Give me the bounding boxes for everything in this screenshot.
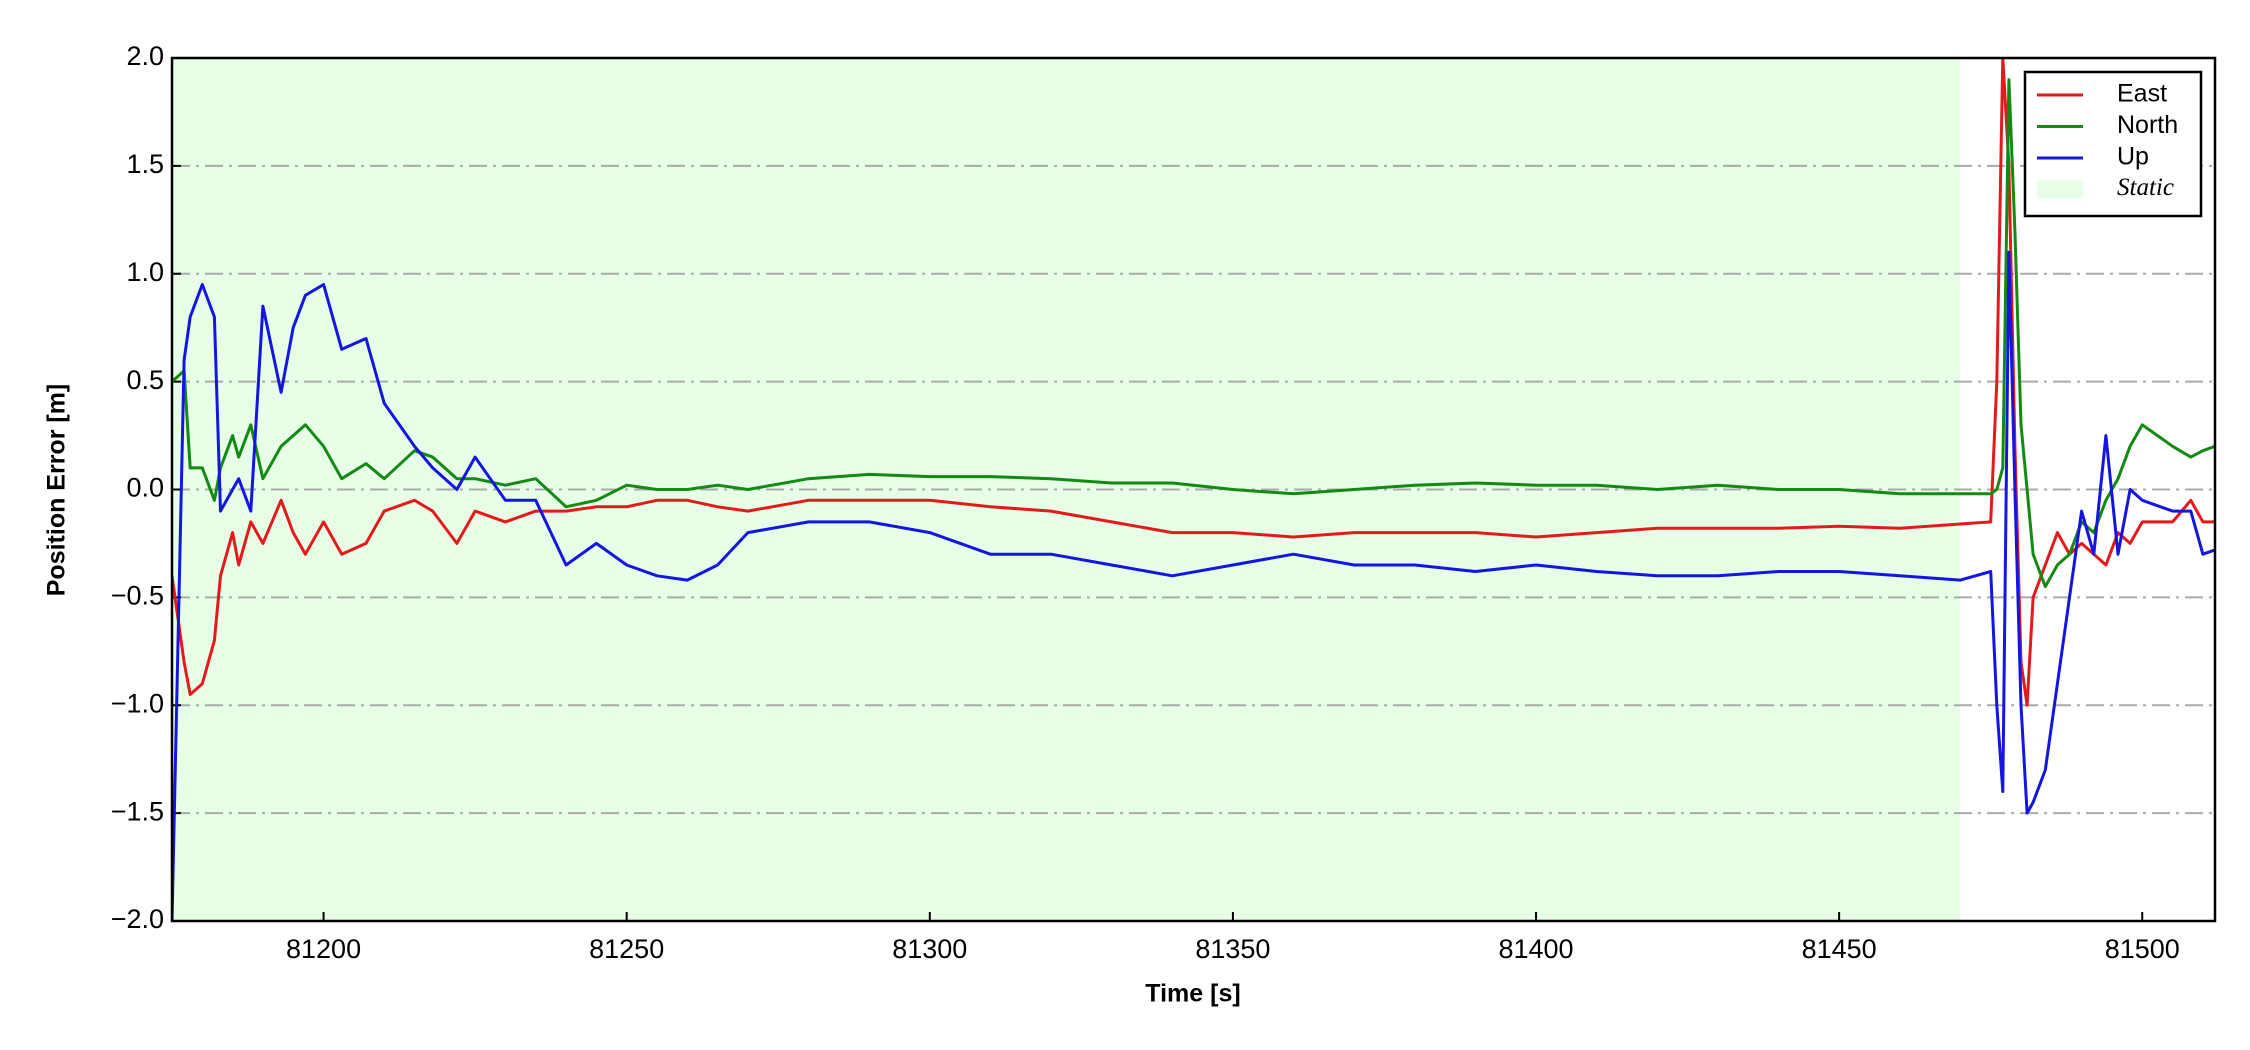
legend-swatch	[2037, 180, 2083, 199]
y-tick-label: −0.5	[111, 581, 164, 611]
series-line	[172, 58, 2215, 707]
plot-lines	[172, 58, 2215, 921]
x-tick-label: 81500	[2105, 934, 2180, 964]
series-line	[172, 250, 2215, 921]
y-tick-label: 0.0	[126, 473, 164, 503]
y-tick-label: −1.0	[111, 688, 164, 718]
y-axis-label: Position Error [m]	[43, 384, 71, 597]
legend-label: North	[2117, 111, 2178, 139]
y-tick-label: −2.0	[111, 904, 164, 934]
legend-label: East	[2117, 80, 2167, 108]
y-tick-label: 1.5	[126, 149, 164, 179]
y-tick-label: 2.0	[126, 41, 164, 71]
x-tick-label: 81450	[1802, 934, 1877, 964]
y-tick-label: −1.5	[111, 796, 164, 826]
x-tick-label: 81200	[286, 934, 361, 964]
legend-label: Static	[2117, 174, 2174, 201]
series-line	[172, 78, 2215, 589]
x-tick-label: 81300	[892, 934, 967, 964]
x-tick-label: 81400	[1498, 934, 1573, 964]
plot-frame	[170, 56, 2217, 923]
y-tick-label: 0.5	[126, 365, 164, 395]
x-tick-label: 81250	[589, 934, 664, 964]
legend-label: Up	[2117, 143, 2149, 171]
x-tick-label: 81350	[1195, 934, 1270, 964]
y-tick-label: 1.0	[126, 257, 164, 287]
x-axis-label: Time [s]	[1145, 980, 1240, 1008]
